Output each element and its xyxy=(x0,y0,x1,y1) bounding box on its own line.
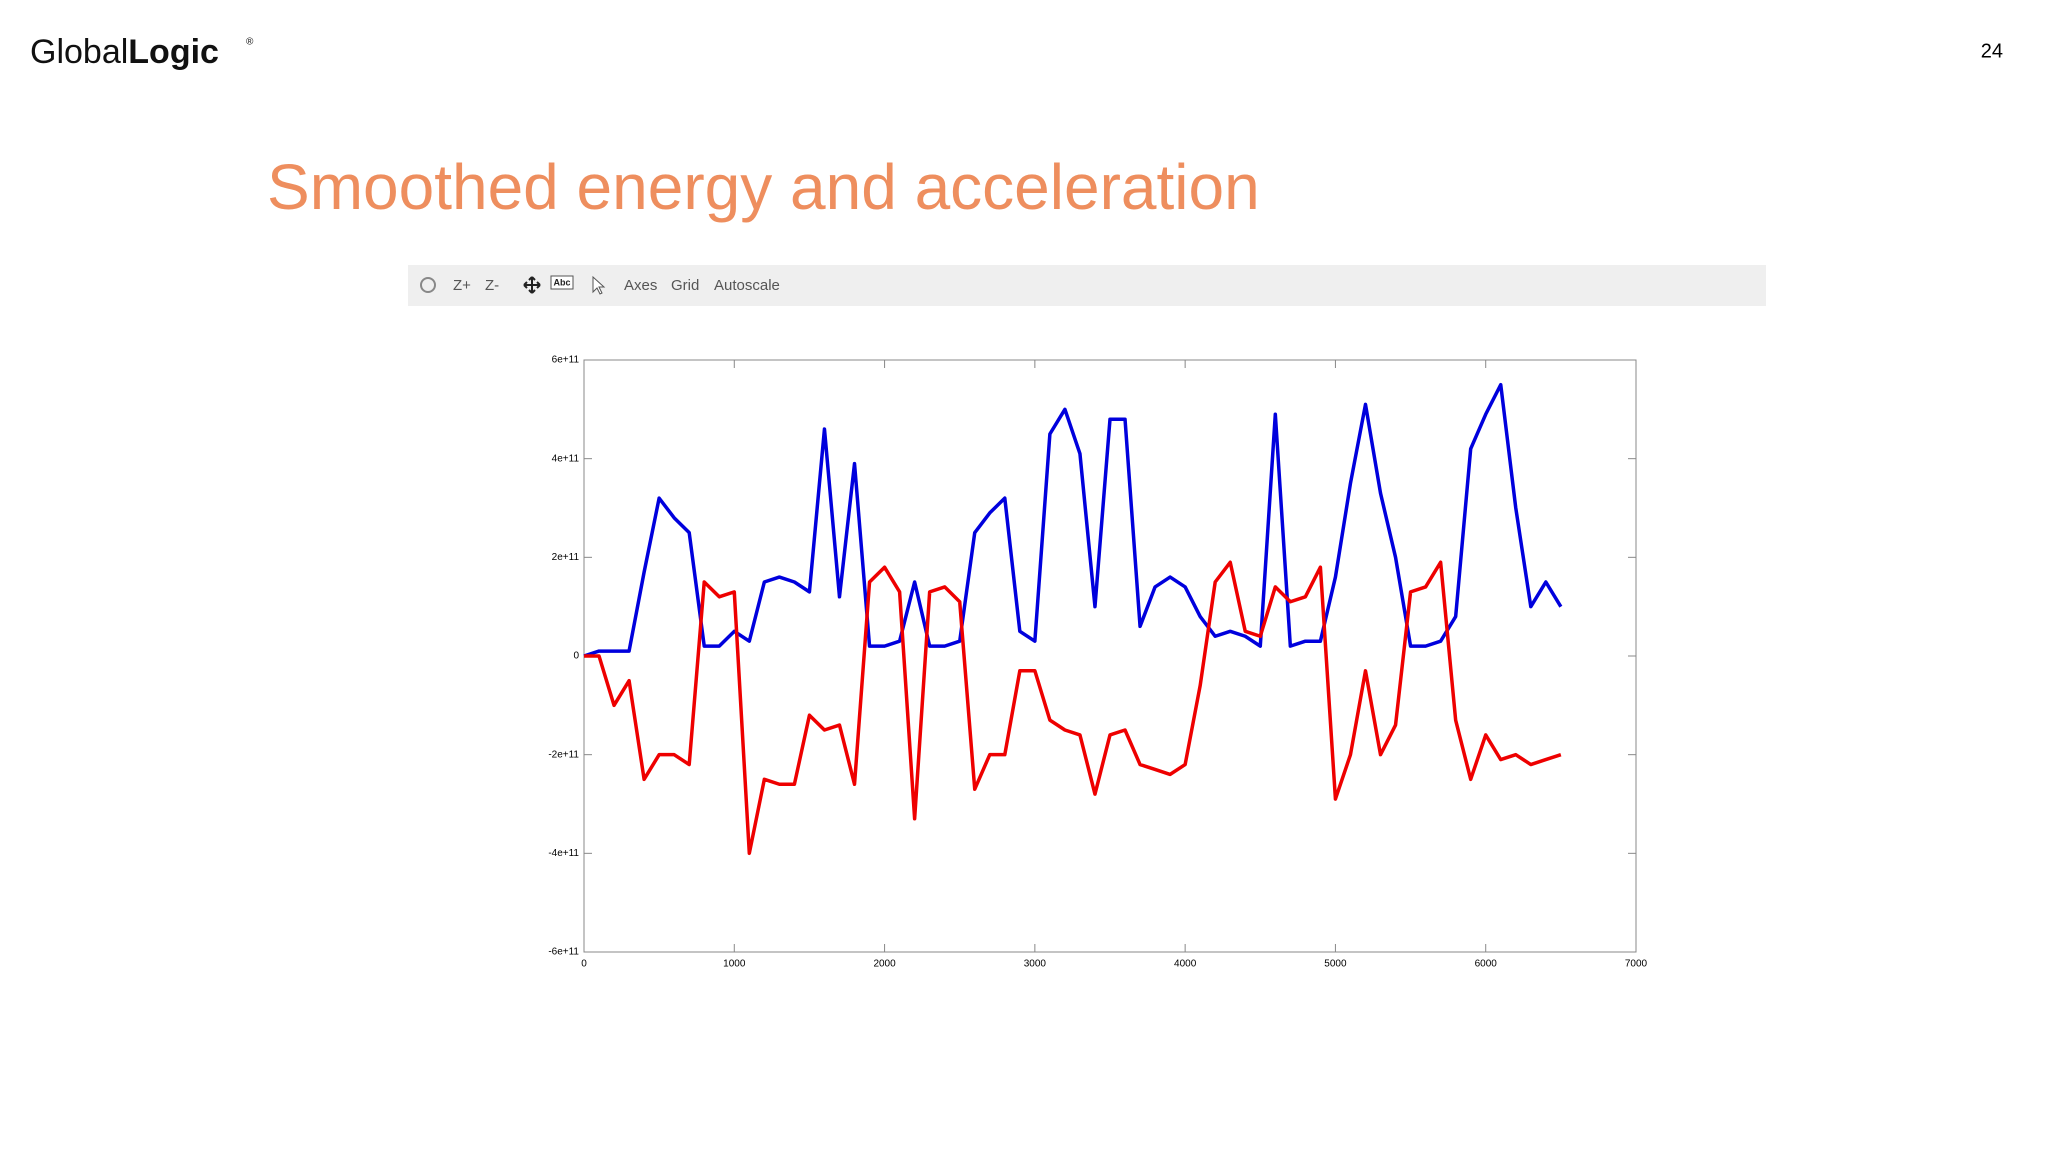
data-line xyxy=(584,560,1562,856)
y-tick-label: 0 xyxy=(573,651,579,662)
toolbar-button[interactable]: Autoscale xyxy=(714,277,780,294)
toolbar xyxy=(408,265,1766,306)
logo: GlobalLogic xyxy=(30,33,219,71)
plot: 0 1000 2000 3000 4000 5000 6000 7000 -6e+11 -4e+1… xyxy=(548,355,1647,970)
toolbar-button[interactable]: Z+ xyxy=(453,277,471,294)
pan-icon[interactable] xyxy=(523,276,541,294)
text-icon[interactable] xyxy=(550,275,574,290)
slide-title: Smoothed energy and acceleration xyxy=(267,151,1260,223)
x-tick-label: 4000 xyxy=(1174,959,1197,970)
logo-mark: ® xyxy=(246,37,254,48)
refresh-icon[interactable] xyxy=(420,277,436,293)
y-tick-label: 4e+11 xyxy=(552,453,580,464)
toolbar-button[interactable]: Grid xyxy=(671,277,699,294)
x-tick-label: 7000 xyxy=(1625,959,1648,970)
x-tick-label: 2000 xyxy=(873,959,896,970)
x-tick-label: 5000 xyxy=(1324,959,1347,970)
toolbar-button[interactable]: Z- xyxy=(485,277,499,294)
x-tick-label: 3000 xyxy=(1024,959,1047,970)
y-tick-label: -4e+11 xyxy=(548,848,579,859)
y-tick-label: 6e+11 xyxy=(552,355,580,366)
x-tick-label: 6000 xyxy=(1475,959,1498,970)
y-tick-label: -6e+11 xyxy=(548,947,579,958)
toolbar-button[interactable]: Axes xyxy=(624,277,657,294)
y-tick-label: -2e+11 xyxy=(548,749,579,760)
data-line xyxy=(583,382,1563,658)
plot-frame xyxy=(583,359,1637,953)
x-tick-label: 1000 xyxy=(723,959,746,970)
page-number: 24 xyxy=(1981,40,2003,62)
logo-part: Logic xyxy=(128,33,219,71)
logo-part: Global xyxy=(30,33,128,71)
toolbar-button[interactable]: Abc xyxy=(553,277,570,287)
y-tick-label: 2e+11 xyxy=(552,552,580,563)
cursor-icon[interactable] xyxy=(592,275,606,295)
x-tick-label: 0 xyxy=(581,959,587,970)
